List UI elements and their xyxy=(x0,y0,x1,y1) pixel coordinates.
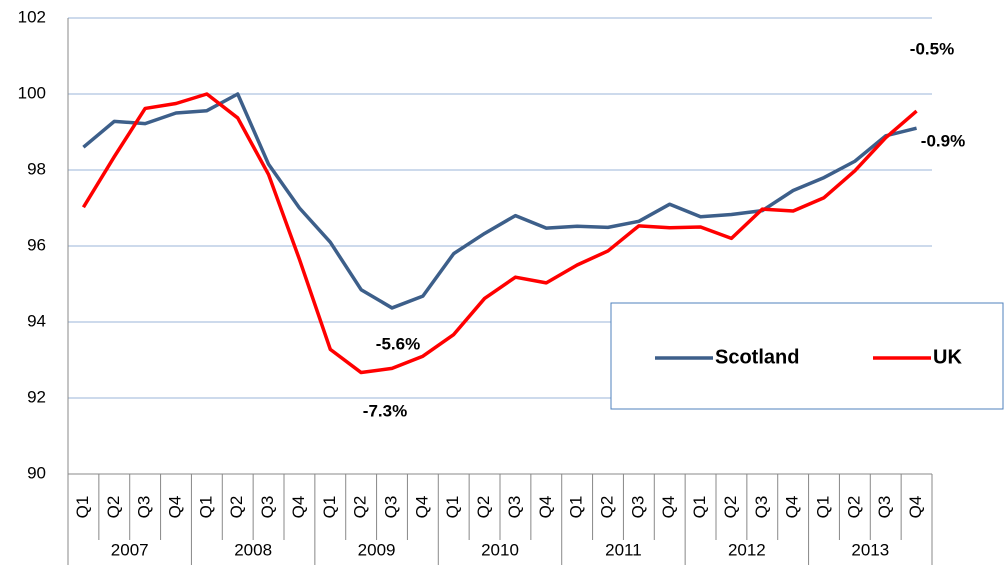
group-label: 2007 xyxy=(111,540,149,559)
x-tick-label: Q4 xyxy=(412,496,431,519)
annotation: -0.9% xyxy=(921,131,965,150)
y-tick-label: 90 xyxy=(27,463,46,482)
x-tick-label: Q1 xyxy=(196,496,215,519)
legend-label: Scotland xyxy=(715,346,799,368)
series-line xyxy=(81,92,918,375)
group-label: 2009 xyxy=(358,540,396,559)
y-tick-label: 100 xyxy=(18,83,46,102)
group-label: 2011 xyxy=(605,540,642,559)
annotation: -7.3% xyxy=(363,401,407,420)
group-label: 2012 xyxy=(728,540,766,559)
x-tick-label: Q4 xyxy=(783,496,802,519)
x-tick-label: Q1 xyxy=(320,496,339,519)
group-label: 2010 xyxy=(481,540,519,559)
y-tick-label: 102 xyxy=(18,7,46,26)
x-tick-label: Q3 xyxy=(135,496,154,519)
x-tick-label: Q2 xyxy=(227,496,246,519)
legend-box xyxy=(610,302,1004,410)
y-tick-label: 94 xyxy=(27,311,46,330)
x-tick-label: Q2 xyxy=(104,496,123,519)
y-tick-label: 96 xyxy=(27,235,46,254)
group-label: 2013 xyxy=(851,540,889,559)
series-line xyxy=(82,92,917,310)
x-tick-label: Q3 xyxy=(381,496,400,519)
x-tick-label: Q1 xyxy=(813,496,832,519)
legend-label: UK xyxy=(933,346,962,368)
x-tick-label: Q4 xyxy=(659,496,678,519)
x-tick-label: Q4 xyxy=(165,496,184,519)
x-tick-label: Q2 xyxy=(474,496,493,519)
x-tick-label: Q4 xyxy=(289,496,308,519)
x-tick-label: Q2 xyxy=(844,496,863,519)
annotation: -0.5% xyxy=(910,39,954,58)
x-tick-label: Q1 xyxy=(567,496,586,519)
x-tick-label: Q3 xyxy=(752,496,771,519)
x-tick-label: Q2 xyxy=(351,496,370,519)
annotation: -5.6% xyxy=(376,334,420,353)
x-tick-label: Q4 xyxy=(536,496,555,519)
x-tick-label: Q4 xyxy=(906,496,925,519)
x-tick-label: Q2 xyxy=(597,496,616,519)
y-tick-label: 98 xyxy=(27,159,46,178)
x-tick-label: Q3 xyxy=(875,496,894,519)
group-label: 2008 xyxy=(234,540,272,559)
x-tick-label: Q3 xyxy=(258,496,277,519)
y-tick-label: 92 xyxy=(27,387,46,406)
x-tick-label: Q1 xyxy=(690,496,709,519)
x-tick-label: Q3 xyxy=(628,496,647,519)
x-tick-label: Q2 xyxy=(721,496,740,519)
x-tick-label: Q1 xyxy=(73,496,92,519)
x-tick-label: Q1 xyxy=(443,496,462,519)
x-tick-label: Q3 xyxy=(505,496,524,519)
